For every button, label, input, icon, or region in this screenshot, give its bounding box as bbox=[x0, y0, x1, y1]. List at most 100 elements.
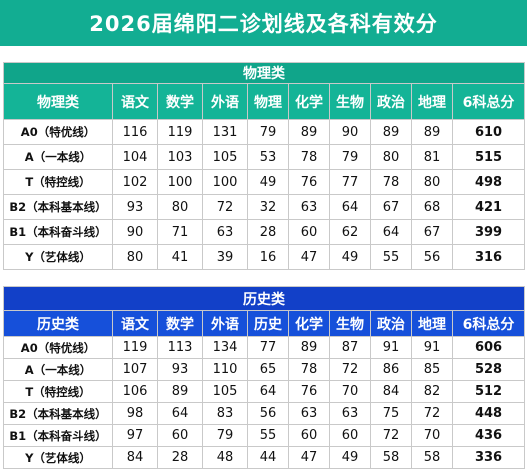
score-cell: 65 bbox=[247, 358, 289, 381]
score-cell: 16 bbox=[247, 244, 289, 270]
score-cell: 75 bbox=[370, 402, 412, 425]
score-cell: 62 bbox=[329, 219, 371, 245]
table-row: Y（艺体线） 84 28 48 44 47 49 58 58 336 bbox=[3, 446, 526, 469]
row-label: A（一本线） bbox=[3, 144, 113, 170]
score-cell: 84 bbox=[112, 446, 158, 469]
score-cell: 32 bbox=[247, 194, 289, 220]
total-cell: 512 bbox=[451, 380, 526, 403]
row-label: B2（本科基本线） bbox=[3, 402, 113, 425]
column-header: 化学 bbox=[288, 83, 330, 120]
score-cell: 72 bbox=[329, 358, 371, 381]
score-cell: 68 bbox=[411, 194, 453, 220]
column-header: 6科总分 bbox=[451, 310, 526, 337]
score-cell: 55 bbox=[370, 244, 412, 270]
score-cell: 64 bbox=[247, 380, 289, 403]
score-cell: 97 bbox=[112, 424, 158, 447]
score-cell: 53 bbox=[247, 144, 289, 170]
column-header: 地理 bbox=[411, 310, 453, 337]
row-label: B2（本科基本线） bbox=[3, 194, 113, 220]
table-row: A（一本线） 107 93 110 65 78 72 86 85 528 bbox=[3, 358, 526, 381]
score-cell: 67 bbox=[411, 219, 453, 245]
physics-header-row: 物理类 语文 数学 外语 物理 化学 生物 政治 地理 6科总分 bbox=[3, 83, 526, 120]
score-cell: 89 bbox=[288, 119, 330, 145]
score-cell: 39 bbox=[202, 244, 248, 270]
score-cell: 64 bbox=[329, 194, 371, 220]
row-label: Y（艺体线） bbox=[3, 244, 113, 270]
score-cell: 70 bbox=[329, 380, 371, 403]
score-cell: 80 bbox=[370, 144, 412, 170]
score-cell: 76 bbox=[288, 380, 330, 403]
table-row: Y（艺体线） 80 41 39 16 47 49 55 56 316 bbox=[3, 244, 526, 270]
table-row: T（特控线） 102 100 100 49 76 77 78 80 498 bbox=[3, 169, 526, 195]
column-header: 数学 bbox=[157, 310, 203, 337]
score-cell: 89 bbox=[288, 336, 330, 359]
table-row: A（一本线） 104 103 105 53 78 79 80 81 515 bbox=[3, 144, 526, 170]
score-cell: 60 bbox=[157, 424, 203, 447]
score-cell: 49 bbox=[329, 244, 371, 270]
column-header: 语文 bbox=[112, 83, 158, 120]
score-cell: 131 bbox=[202, 119, 248, 145]
page-title: 2026届绵阳二诊划线及各科有效分 bbox=[0, 0, 527, 46]
score-cell: 79 bbox=[329, 144, 371, 170]
score-cell: 105 bbox=[202, 144, 248, 170]
score-cell: 47 bbox=[288, 244, 330, 270]
physics-body: A0（特优线） 116 119 131 79 89 90 89 89 610 A（一本线） 104 10… bbox=[3, 119, 526, 270]
score-cell: 60 bbox=[288, 424, 330, 447]
column-header: 外语 bbox=[202, 83, 248, 120]
score-cell: 83 bbox=[202, 402, 248, 425]
row-label: A0（特优线） bbox=[3, 119, 113, 145]
column-header: 历史 bbox=[247, 310, 289, 337]
total-cell: 316 bbox=[451, 244, 526, 270]
score-cell: 79 bbox=[202, 424, 248, 447]
score-cell: 41 bbox=[157, 244, 203, 270]
score-cell: 100 bbox=[157, 169, 203, 195]
score-cell: 28 bbox=[157, 446, 203, 469]
total-cell: 498 bbox=[451, 169, 526, 195]
score-cell: 86 bbox=[370, 358, 412, 381]
column-header: 数学 bbox=[157, 83, 203, 120]
score-cell: 82 bbox=[411, 380, 453, 403]
score-cell: 77 bbox=[247, 336, 289, 359]
score-cell: 78 bbox=[288, 358, 330, 381]
score-cell: 58 bbox=[411, 446, 453, 469]
score-cell: 100 bbox=[202, 169, 248, 195]
score-cell: 93 bbox=[112, 194, 158, 220]
score-cell: 110 bbox=[202, 358, 248, 381]
history-header-row: 历史类 语文 数学 外语 历史 化学 生物 政治 地理 6科总分 bbox=[3, 310, 526, 337]
score-cell: 77 bbox=[329, 169, 371, 195]
row-label: A0（特优线） bbox=[3, 336, 113, 359]
history-table: 历史类 历史类 语文 数学 外语 历史 化学 生物 政治 地理 6科总分 A0（… bbox=[2, 286, 526, 469]
column-header: 外语 bbox=[202, 310, 248, 337]
column-header: 政治 bbox=[370, 83, 412, 120]
column-header: 地理 bbox=[411, 83, 453, 120]
score-cell: 80 bbox=[157, 194, 203, 220]
score-cell: 64 bbox=[157, 402, 203, 425]
score-cell: 28 bbox=[247, 219, 289, 245]
physics-table: 物理类 物理类 语文 数学 外语 物理 化学 生物 政治 地理 6科总分 A0（… bbox=[2, 62, 526, 270]
score-cell: 106 bbox=[112, 380, 158, 403]
total-cell: 528 bbox=[451, 358, 526, 381]
score-cell: 72 bbox=[202, 194, 248, 220]
score-cell: 102 bbox=[112, 169, 158, 195]
score-cell: 84 bbox=[370, 380, 412, 403]
column-header: 物理类 bbox=[3, 83, 113, 120]
column-header: 物理 bbox=[247, 83, 289, 120]
table-row: B2（本科基本线） 98 64 83 56 63 63 75 72 448 bbox=[3, 402, 526, 425]
score-cell: 71 bbox=[157, 219, 203, 245]
score-cell: 81 bbox=[411, 144, 453, 170]
history-section-title: 历史类 bbox=[2, 286, 526, 311]
table-row: A0（特优线） 119 113 134 77 89 87 91 91 606 bbox=[3, 336, 526, 359]
score-cell: 47 bbox=[288, 446, 330, 469]
score-cell: 49 bbox=[247, 169, 289, 195]
score-cell: 93 bbox=[157, 358, 203, 381]
score-cell: 85 bbox=[411, 358, 453, 381]
column-header: 生物 bbox=[329, 310, 371, 337]
score-cell: 89 bbox=[157, 380, 203, 403]
score-cell: 63 bbox=[329, 402, 371, 425]
score-cell: 63 bbox=[202, 219, 248, 245]
score-cell: 63 bbox=[288, 402, 330, 425]
score-cell: 107 bbox=[112, 358, 158, 381]
total-cell: 448 bbox=[451, 402, 526, 425]
table-row: A0（特优线） 116 119 131 79 89 90 89 89 610 bbox=[3, 119, 526, 145]
score-cell: 91 bbox=[370, 336, 412, 359]
